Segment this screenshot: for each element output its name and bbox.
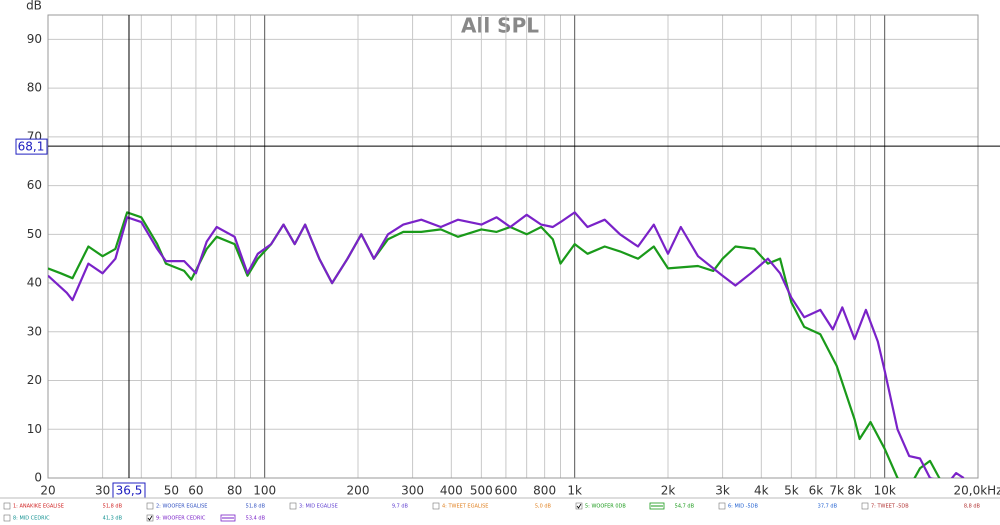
legend-reading: 5,0 dB bbox=[535, 504, 552, 510]
x-tick-label: 5k bbox=[784, 484, 799, 498]
legend-reading: 51,8 dB bbox=[103, 504, 123, 510]
y-tick-label: 30 bbox=[27, 324, 42, 338]
x-tick-label: 80 bbox=[227, 484, 242, 498]
legend-label: 1: ANAKIKE EGALISE bbox=[13, 504, 64, 510]
y-tick-label: 10 bbox=[27, 422, 42, 436]
x-tick-label: 100 bbox=[253, 484, 276, 498]
x-tick-label: 400 bbox=[440, 484, 463, 498]
x-tick-label: 600 bbox=[494, 484, 517, 498]
legend-checkbox[interactable] bbox=[575, 502, 583, 510]
legend-reading: 54,7 dB bbox=[675, 504, 695, 510]
legend-label: 6: MID -5DB bbox=[728, 504, 759, 510]
legend-checkbox[interactable] bbox=[146, 502, 154, 510]
legend-checkbox[interactable] bbox=[432, 502, 440, 510]
legend-reading: 53,4 dB bbox=[246, 516, 266, 522]
x-tick-label: 50 bbox=[164, 484, 179, 498]
legend-reading: 37,7 dB bbox=[818, 504, 838, 510]
legend-check bbox=[576, 503, 582, 509]
x-tick-label: 4k bbox=[754, 484, 769, 498]
y-tick-label: 90 bbox=[27, 32, 42, 46]
cursor-box bbox=[15, 138, 48, 155]
legend-reading: 8,8 dB bbox=[964, 504, 981, 510]
x-tick-label: 20,0kHz bbox=[954, 484, 1000, 498]
legend-label: 8: MID CEDRIC bbox=[13, 516, 50, 522]
x-tick-label: 1k bbox=[567, 484, 582, 498]
x-tick-label: 800 bbox=[533, 484, 556, 498]
legend-checkbox[interactable] bbox=[289, 502, 297, 510]
x-tick-label: 6k bbox=[809, 484, 824, 498]
y-axis-label: dB bbox=[26, 0, 42, 13]
y-tick-label: 0 bbox=[34, 471, 42, 485]
legend-reading: 51,8 dB bbox=[246, 504, 266, 510]
legend-reading: 9,7 dB bbox=[392, 504, 409, 510]
legend-checkbox[interactable] bbox=[3, 514, 11, 522]
legend-label: 3: MID EGALISE bbox=[299, 504, 338, 510]
x-tick-label: 10k bbox=[874, 484, 896, 498]
y-tick-label: 50 bbox=[27, 227, 42, 241]
legend-checkbox[interactable] bbox=[718, 502, 726, 510]
plot-frame bbox=[47, 14, 979, 479]
cursor-y-label: 68,1 bbox=[18, 140, 45, 154]
legend-check bbox=[147, 515, 153, 521]
y-tick-label: 80 bbox=[27, 81, 42, 95]
y-tick-label: 20 bbox=[27, 373, 42, 387]
legend-label: 9: WOOFER CEDRIC bbox=[156, 516, 206, 522]
legend-label: 4: TWEET EGALISE bbox=[442, 504, 488, 510]
cursor-x-label: 36,5 bbox=[116, 484, 143, 498]
x-tick-label: 30 bbox=[95, 484, 110, 498]
x-tick-label: 300 bbox=[401, 484, 424, 498]
x-tick-label: 7k bbox=[829, 484, 844, 498]
x-tick-label: 3k bbox=[715, 484, 730, 498]
series-line bbox=[48, 211, 965, 478]
x-tick-label: 500 bbox=[470, 484, 493, 498]
x-tick-label: 2k bbox=[661, 484, 676, 498]
x-tick-label: 20 bbox=[40, 484, 55, 498]
legend-checkbox[interactable] bbox=[146, 514, 154, 522]
chart-title: All SPL bbox=[461, 14, 539, 38]
y-tick-label: 60 bbox=[27, 178, 42, 192]
legend-reading: 41,3 dB bbox=[103, 516, 123, 522]
y-tick-label: 40 bbox=[27, 276, 42, 290]
series-line bbox=[48, 211, 941, 478]
legend-checkbox[interactable] bbox=[861, 502, 869, 510]
legend-label: 5: WOOFER 0DB bbox=[585, 504, 626, 510]
legend-label: 2: WOOFER EGALISE bbox=[156, 504, 207, 510]
x-tick-label: 200 bbox=[347, 484, 370, 498]
x-tick-label: 60 bbox=[188, 484, 203, 498]
legend-checkbox[interactable] bbox=[3, 502, 11, 510]
legend-label: 7: TWEET -5DB bbox=[871, 504, 909, 510]
x-tick-label: 8k bbox=[847, 484, 862, 498]
